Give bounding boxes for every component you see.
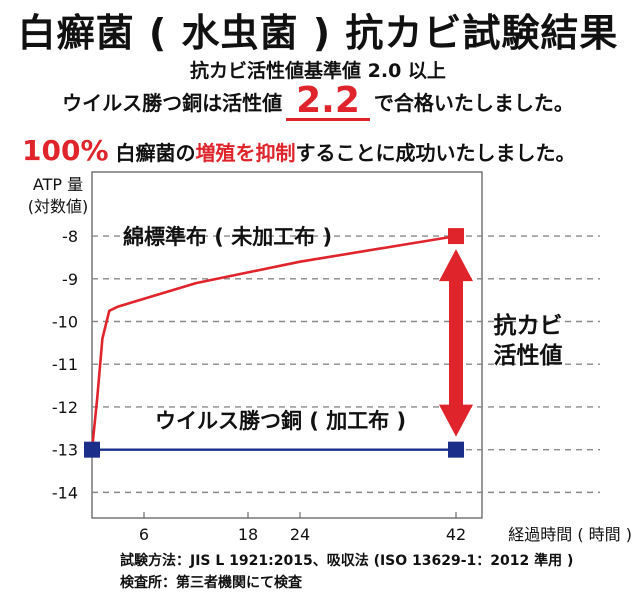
x-tick-label: 6 — [139, 525, 149, 544]
y-axis-label-unit: (対数値) — [28, 197, 89, 216]
copper-end-marker — [448, 441, 464, 458]
y-tick-label: -10 — [52, 313, 78, 332]
x-tick-label: 18 — [238, 525, 258, 544]
x-tick-label: 42 — [446, 525, 466, 544]
y-tick-label: -13 — [52, 441, 78, 460]
result-suffix: で合格いたしました。 — [373, 91, 574, 115]
activity-annotation-line2: 活性値 — [494, 343, 563, 369]
y-axis-label: ATP 量 — [33, 175, 83, 194]
inspection-note: 検査所：第三者機関にて検査 — [120, 575, 302, 591]
data-point-marker — [84, 441, 100, 458]
cotton-series-line — [90, 234, 457, 450]
series-label-copper: ウイルス勝つ銅 ( 加工布 ) — [155, 409, 406, 433]
summary-text-a: 白癬菌の — [115, 141, 196, 165]
activity-arrow — [439, 249, 473, 437]
activity-value: 2.2 — [286, 83, 370, 121]
series-label-cotton: 綿標準布 ( 未加工布 ) — [123, 225, 332, 249]
y-tick-label: -12 — [52, 398, 78, 417]
cotton-end-marker — [448, 228, 464, 245]
subtitle: 抗カビ活性値基準値 2.0 以上 — [190, 60, 446, 82]
y-tick-label: -11 — [52, 355, 78, 374]
x-axis-label: 経過時間 ( 時間 ) — [508, 525, 632, 544]
activity-annotation: 抗カビ — [494, 312, 563, 339]
y-tick-label: -9 — [62, 270, 78, 289]
page-title: 白癬菌 ( 水虫菌 ) 抗カビ試験結果 — [17, 11, 619, 55]
plot-frame — [91, 171, 483, 519]
summary-highlight: 増殖を抑制 — [195, 141, 296, 165]
y-tick-label: -8 — [62, 227, 78, 246]
x-tick-label: 24 — [290, 525, 310, 544]
result-prefix: ウイルス勝つ銅は活性値 — [62, 91, 283, 115]
result-line: ウイルス勝つ銅は活性値 2.2 で合格いたしました。 — [0, 83, 636, 121]
test-method-note: 試験方法：JIS L 1921:2015、吸収法 (ISO 13629-1：20… — [120, 553, 574, 569]
summary-text-b: することに成功いたしました。 — [295, 141, 576, 165]
summary-percent: 100% — [22, 134, 109, 167]
summary-line: 100% 白癬菌の増殖を抑制することに成功いたしました。 — [22, 134, 575, 167]
y-tick-label: -14 — [52, 483, 78, 502]
